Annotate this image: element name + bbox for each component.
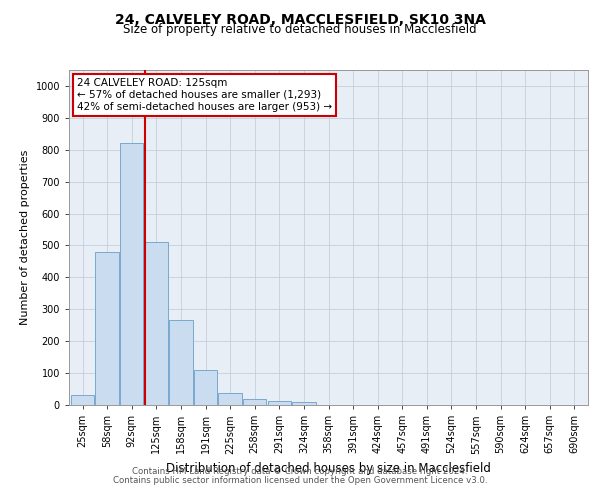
X-axis label: Distribution of detached houses by size in Macclesfield: Distribution of detached houses by size …	[166, 462, 491, 475]
Bar	[292, 402, 316, 405]
Text: Contains HM Land Registry data © Crown copyright and database right 2024.: Contains HM Land Registry data © Crown c…	[132, 467, 468, 476]
Bar	[95, 252, 119, 405]
Bar	[218, 393, 242, 405]
Text: Contains public sector information licensed under the Open Government Licence v3: Contains public sector information licen…	[113, 476, 487, 485]
Bar	[243, 398, 266, 405]
Bar	[120, 144, 143, 405]
Text: 24 CALVELEY ROAD: 125sqm
← 57% of detached houses are smaller (1,293)
42% of sem: 24 CALVELEY ROAD: 125sqm ← 57% of detach…	[77, 78, 332, 112]
Y-axis label: Number of detached properties: Number of detached properties	[20, 150, 30, 325]
Bar	[169, 320, 193, 405]
Bar	[71, 396, 94, 405]
Bar	[145, 242, 168, 405]
Bar	[268, 401, 291, 405]
Bar	[194, 370, 217, 405]
Text: 24, CALVELEY ROAD, MACCLESFIELD, SK10 3NA: 24, CALVELEY ROAD, MACCLESFIELD, SK10 3N…	[115, 12, 485, 26]
Text: Size of property relative to detached houses in Macclesfield: Size of property relative to detached ho…	[123, 24, 477, 36]
